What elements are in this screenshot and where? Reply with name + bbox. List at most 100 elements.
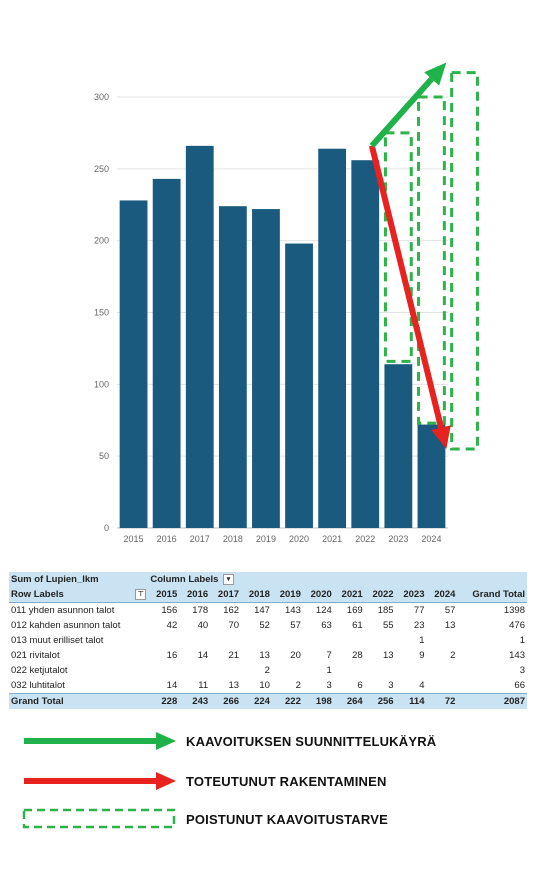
table-cell: 9	[419, 650, 425, 661]
x-tick-label: 2015	[124, 534, 144, 544]
table-row[interactable]: 032 luhtitalot 14 11 13 10 2 3 6 3 4 66	[9, 678, 527, 694]
table-cell: 1	[419, 635, 425, 646]
year-header-2020: 2020	[302, 587, 334, 603]
table-cell: 143	[285, 605, 301, 616]
x-tick-label: 2018	[223, 534, 243, 544]
table-cell: 21	[228, 650, 240, 661]
table-cell: 3	[326, 680, 332, 691]
x-tick-label: 2017	[190, 534, 210, 544]
table-cell: 162	[223, 605, 240, 616]
row-label: 022 ketjutalot	[11, 665, 68, 676]
table-cell	[210, 663, 241, 678]
y-tick-label: 50	[99, 451, 109, 461]
row-labels-cell[interactable]: Row Labels ⊤	[9, 587, 149, 603]
table-cell	[148, 663, 179, 678]
year-header-2018: 2018	[241, 587, 272, 603]
red-arrow-icon	[24, 772, 176, 790]
column-labels-cell[interactable]: Column Labels ▾	[148, 572, 527, 587]
table-cell	[179, 663, 210, 678]
row-filter-icon[interactable]: ⊤	[135, 589, 147, 600]
pivot-table: Sum of Lupien_lkm Column Labels ▾ Row La…	[9, 572, 527, 709]
row-labels-text: Row Labels	[11, 589, 64, 600]
year-header-2021: 2021	[333, 587, 365, 603]
green-arrow-head	[424, 62, 447, 86]
table-cell: 16	[166, 650, 178, 661]
table-row[interactable]: 012 kahden asunnon talot 42 40 70 52 57 63 61 55…	[9, 618, 527, 633]
x-tick-label: 2022	[355, 534, 375, 544]
y-tick-label: 250	[94, 164, 109, 174]
pivot-title: Sum of Lupien_lkm	[9, 572, 149, 587]
table-cell: 10	[259, 680, 270, 691]
bar-2015	[119, 200, 148, 528]
bars	[119, 145, 446, 529]
table-cell: 147	[254, 605, 270, 616]
x-tick-label: 2023	[388, 534, 408, 544]
table-cell: 61	[352, 620, 363, 631]
table-cell	[426, 633, 457, 648]
table-cell: 57	[444, 605, 456, 616]
dashed-box-icon	[22, 808, 176, 829]
column-labels-text: Column Labels	[150, 574, 219, 585]
table-row[interactable]: 013 muut erilliset talot 1 1	[9, 633, 527, 648]
legend-red: TOTEUTUNUT RAKENTAMINEN	[22, 772, 387, 790]
bar-2016	[152, 178, 181, 528]
red-arrow-shaft	[368, 145, 445, 429]
year-header-2019: 2019	[271, 587, 303, 603]
table-cell: 40	[197, 620, 209, 631]
table-cell: 178	[192, 605, 209, 616]
table-cell	[365, 663, 396, 678]
x-tick-label: 2020	[289, 534, 309, 544]
table-cell	[272, 663, 303, 678]
column-filter-dropdown-icon[interactable]: ▾	[223, 573, 235, 585]
row-total: 2087	[457, 693, 527, 709]
table-row[interactable]: 021 rivitalot 16 14 21 13 20 7 28 13 9 2 143	[9, 648, 527, 663]
table-cell: 13	[228, 680, 240, 691]
y-tick-label: 200	[94, 236, 109, 246]
legend-dashed-label: POISTUNUT KAAVOITUSTARVE	[186, 811, 388, 827]
table-cell	[148, 633, 179, 648]
table-row[interactable]: 011 yhden asunnon talot 156 178 162 147 143 12…	[9, 603, 527, 619]
dashed-box-2025	[450, 71, 479, 451]
table-cell	[334, 663, 365, 678]
table-cell: 28	[352, 650, 363, 661]
table-cell: 2	[264, 665, 270, 676]
x-tick-label: 2024	[421, 534, 441, 544]
x-tick-label: 2016	[157, 534, 177, 544]
table-cell: 264	[333, 693, 365, 709]
table-cell: 243	[179, 693, 211, 709]
legend-red-label: TOTEUTUNUT RAKENTAMINEN	[186, 773, 387, 789]
table-cell	[303, 633, 334, 648]
x-tick-label: 2021	[322, 534, 342, 544]
table-cell: 20	[290, 650, 301, 661]
table-cell: 266	[210, 693, 242, 709]
row-label: Grand Total	[9, 693, 149, 709]
bar-2017	[185, 145, 214, 528]
table-cell	[426, 663, 457, 678]
table-cell: 42	[166, 620, 178, 631]
table-row[interactable]: 022 ketjutalot 2 1 3	[9, 663, 527, 678]
table-cell: 156	[161, 605, 178, 616]
green-arrow-shaft	[369, 76, 434, 148]
row-label: 021 rivitalot	[11, 650, 60, 661]
table-cell	[210, 633, 241, 648]
table-cell: 63	[321, 620, 332, 631]
grand-total-row[interactable]: Grand Total 228 243 266 224 222 198 264 256 114 72…	[9, 693, 527, 709]
table-cell: 2	[295, 680, 301, 691]
table-cell: 55	[383, 620, 394, 631]
table-cell: 77	[413, 605, 425, 616]
y-tick-label: 100	[94, 379, 109, 389]
table-cell	[426, 678, 457, 694]
table-cell: 70	[228, 620, 240, 631]
legend-green-label: KAAVOITUKSEN SUUNNITTELUKÄYRÄ	[186, 733, 437, 749]
table-cell: 124	[315, 605, 332, 616]
year-header-2022: 2022	[364, 587, 396, 603]
dashed-box-2023	[383, 131, 413, 363]
table-cell: 52	[259, 620, 270, 631]
year-header-2015: 2015	[148, 587, 180, 603]
year-header-2017: 2017	[210, 587, 242, 603]
x-axis-ticks: 2015 2016 2017 2018 2019 2020 2021 2022 2023 2024	[124, 534, 442, 544]
table-cell: 198	[302, 693, 334, 709]
table-cell: 3	[388, 680, 394, 691]
green-arrow-icon	[24, 732, 176, 750]
table-cell: 13	[444, 620, 456, 631]
